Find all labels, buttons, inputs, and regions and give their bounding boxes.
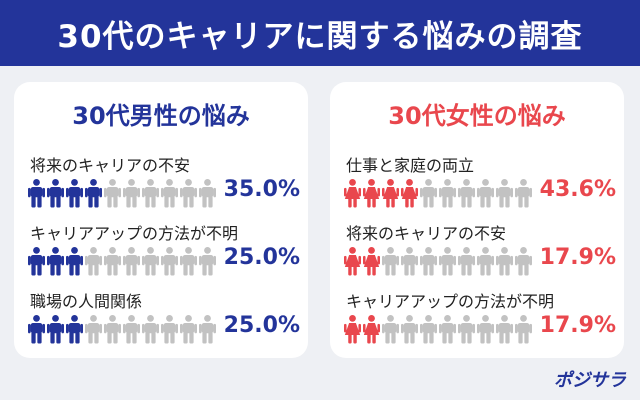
female-icons	[344, 246, 534, 276]
male-icons	[28, 314, 218, 344]
brand-logo: ポジサラ	[554, 370, 626, 391]
person-icon	[142, 314, 159, 344]
person-icon	[199, 178, 216, 208]
person-icon	[104, 178, 121, 208]
person-icon	[515, 314, 532, 344]
page-title: 30代のキャリアに関する悩みの調査	[57, 18, 583, 55]
person-icon	[477, 314, 494, 344]
person-icon	[439, 178, 456, 208]
person-icon	[66, 246, 83, 276]
female-item-value: 17.9%	[539, 245, 616, 270]
female-item-label: キャリアアップの方法が不明	[346, 292, 555, 311]
person-icon	[477, 178, 494, 208]
male-icons	[28, 246, 218, 276]
person-icon	[344, 314, 361, 344]
male-item: キャリアアップの方法が不明 25.0%	[28, 220, 300, 280]
person-icon	[344, 246, 361, 276]
person-icon	[161, 178, 178, 208]
person-icon	[401, 314, 418, 344]
female-item-value: 17.9%	[539, 313, 616, 338]
person-icon	[458, 314, 475, 344]
female-item: 将来のキャリアの不安 17.9%	[344, 220, 616, 280]
male-icons	[28, 178, 218, 208]
female-panel-title: 30代女性の悩み	[388, 102, 566, 130]
person-icon	[142, 246, 159, 276]
female-icons	[344, 314, 534, 344]
person-icon	[180, 246, 197, 276]
male-item: 職場の人間関係 25.0%	[28, 288, 300, 348]
person-icon	[363, 314, 380, 344]
person-icon	[363, 178, 380, 208]
person-icon	[104, 246, 121, 276]
person-icon	[496, 178, 513, 208]
person-icon	[180, 178, 197, 208]
male-item-value: 25.0%	[223, 245, 300, 270]
person-icon	[28, 314, 45, 344]
person-icon	[85, 314, 102, 344]
person-icon	[123, 314, 140, 344]
person-icon	[47, 314, 64, 344]
person-icon	[515, 178, 532, 208]
person-icon	[496, 314, 513, 344]
person-icon	[123, 246, 140, 276]
person-icon	[420, 178, 437, 208]
person-icon	[28, 178, 45, 208]
person-icon	[515, 246, 532, 276]
male-item: 将来のキャリアの不安 35.0%	[28, 152, 300, 212]
female-item: キャリアアップの方法が不明 17.9%	[344, 288, 616, 348]
person-icon	[47, 178, 64, 208]
person-icon	[180, 314, 197, 344]
female-panel: 30代女性の悩み 仕事と家庭の両立 43.6% 将来のキャリアの不安 17.9%…	[330, 82, 624, 358]
person-icon	[382, 246, 399, 276]
male-item-label: 将来のキャリアの不安	[30, 156, 191, 175]
person-icon	[477, 246, 494, 276]
person-icon	[123, 178, 140, 208]
male-item-label: キャリアアップの方法が不明	[30, 224, 239, 243]
female-item-label: 仕事と家庭の両立	[346, 156, 475, 175]
person-icon	[401, 246, 418, 276]
male-item-value: 35.0%	[223, 177, 300, 202]
female-item: 仕事と家庭の両立 43.6%	[344, 152, 616, 212]
person-icon	[458, 246, 475, 276]
person-icon	[382, 178, 399, 208]
male-item-label: 職場の人間関係	[30, 292, 143, 311]
person-icon	[199, 314, 216, 344]
person-icon	[420, 314, 437, 344]
person-icon	[142, 178, 159, 208]
male-item-value: 25.0%	[223, 313, 300, 338]
person-icon	[28, 246, 45, 276]
person-icon	[439, 246, 456, 276]
male-panel: 30代男性の悩み 将来のキャリアの不安 35.0% キャリアアップの方法が不明 …	[14, 82, 308, 358]
person-icon	[161, 246, 178, 276]
person-icon	[104, 314, 121, 344]
female-icons	[344, 178, 534, 208]
person-icon	[496, 246, 513, 276]
person-icon	[161, 314, 178, 344]
person-icon	[85, 178, 102, 208]
person-icon	[66, 314, 83, 344]
person-icon	[420, 246, 437, 276]
person-icon	[66, 178, 83, 208]
person-icon	[382, 314, 399, 344]
male-panel-title: 30代男性の悩み	[72, 102, 250, 130]
person-icon	[458, 178, 475, 208]
person-icon	[344, 178, 361, 208]
person-icon	[199, 246, 216, 276]
person-icon	[363, 246, 380, 276]
female-item-value: 43.6%	[539, 177, 616, 202]
person-icon	[401, 178, 418, 208]
person-icon	[439, 314, 456, 344]
person-icon	[47, 246, 64, 276]
person-icon	[85, 246, 102, 276]
header-bar: 30代のキャリアに関する悩みの調査	[0, 0, 640, 66]
female-item-label: 将来のキャリアの不安	[346, 224, 507, 243]
